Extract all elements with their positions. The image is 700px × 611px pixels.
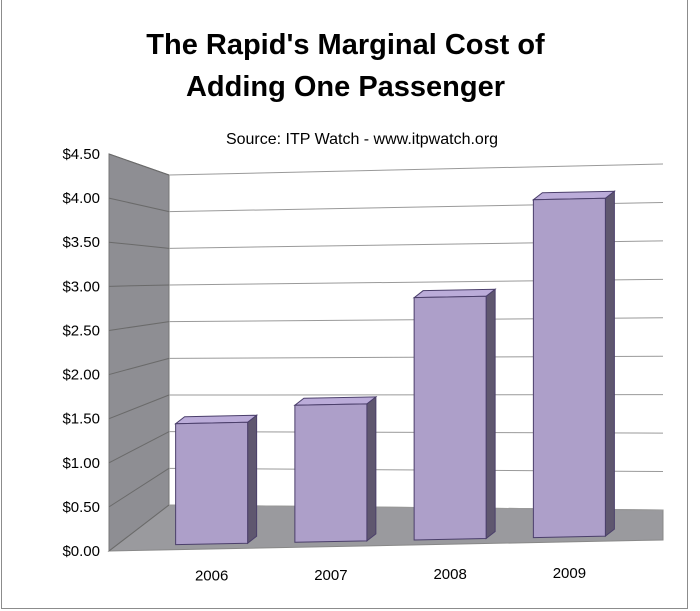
gridline-side (108, 504, 170, 552)
chart-title-line-1: The Rapid's Marginal Cost of (146, 29, 545, 61)
bar-side (604, 190, 615, 538)
gridline-side (108, 241, 170, 249)
bar-side (485, 288, 496, 540)
y-tick-label: $0.50 (62, 499, 100, 516)
y-tick-label: $4.50 (62, 146, 100, 163)
gridline-side (108, 431, 170, 464)
y-tick-label: $2.00 (62, 367, 100, 384)
bar-side (247, 414, 258, 545)
bar (175, 421, 249, 546)
x-tick-label: 2008 (433, 566, 466, 583)
x-tick-label: 2009 (553, 565, 586, 582)
gridline-side (108, 394, 170, 420)
gridline-back (168, 163, 664, 176)
bar (532, 197, 606, 539)
side-wall (108, 153, 170, 553)
y-tick-label: $1.50 (62, 411, 100, 428)
gridline-side (108, 284, 170, 287)
gridline-side (108, 467, 170, 508)
gridline-side (108, 153, 170, 176)
x-tick-label: 2006 (195, 568, 228, 585)
chart-title-line-2: Adding One Passenger (185, 71, 506, 103)
gridline-side (108, 321, 170, 331)
y-tick-label: $4.00 (62, 190, 100, 207)
y-tick-label: $3.50 (62, 234, 100, 251)
y-tick-label: $3.00 (62, 278, 100, 295)
x-tick-label: 2007 (314, 567, 347, 584)
bar (413, 295, 487, 541)
y-tick-label: $2.50 (62, 322, 100, 339)
gridline-side (108, 357, 170, 376)
gridline-side (108, 197, 170, 213)
y-tick-label: $1.00 (62, 455, 100, 472)
chart-title: The Rapid's Marginal Cost of Adding One … (2, 24, 689, 108)
chart-subtitle: Source: ITP Watch - www.itpwatch.org (225, 131, 499, 148)
bar-side (366, 395, 377, 542)
bar (294, 403, 368, 543)
y-tick-label: $0.00 (62, 543, 100, 560)
